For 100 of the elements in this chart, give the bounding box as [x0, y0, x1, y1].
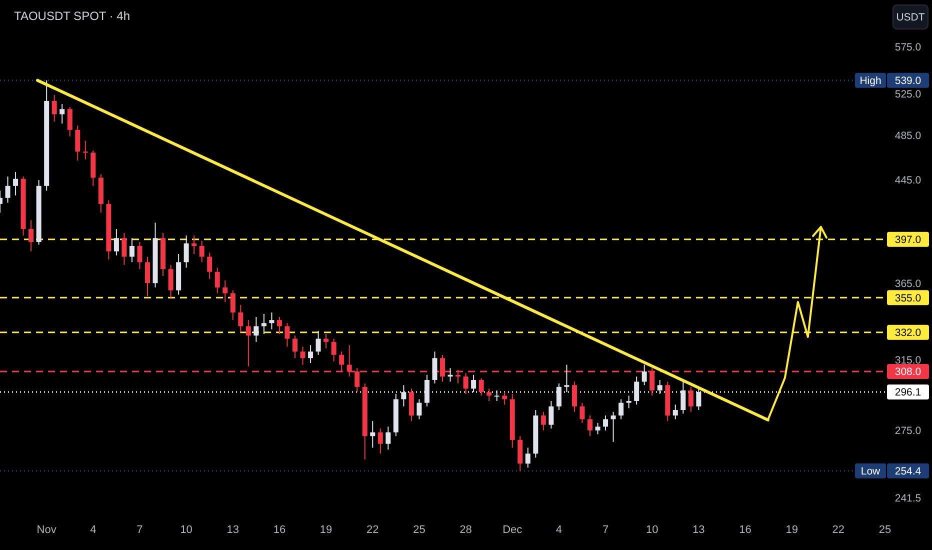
candlestick — [316, 330, 321, 356]
candlestick — [284, 322, 290, 348]
candlestick — [548, 400, 554, 430]
candlestick — [626, 395, 632, 409]
candlestick — [184, 234, 189, 268]
x-tick-label: 25 — [413, 524, 426, 536]
candlestick — [572, 381, 577, 412]
candlestick — [416, 398, 422, 420]
candlestick — [137, 242, 142, 270]
candlestick — [408, 388, 414, 422]
candlestick — [680, 381, 686, 414]
candlestick — [486, 388, 492, 402]
ref-line-label: 254.4 — [894, 466, 922, 478]
candlestick — [696, 388, 702, 411]
candlestick — [246, 320, 251, 367]
x-tick-label: 22 — [832, 524, 845, 536]
candlestick — [129, 238, 134, 263]
candlestick — [657, 379, 662, 394]
candlestick — [67, 106, 72, 137]
x-tick-label: 4 — [556, 524, 562, 536]
candlestick — [478, 378, 484, 396]
candlestick — [378, 428, 383, 454]
x-tick-label: 16 — [273, 524, 286, 536]
text: TAOUSDT SPOT · 4h — [14, 9, 130, 23]
candlestick — [114, 228, 119, 256]
candlestick — [75, 125, 80, 162]
candlestick — [230, 290, 236, 321]
candlestick — [471, 374, 476, 393]
y-tick-label: 575.0 — [894, 41, 922, 54]
candlestick — [292, 335, 298, 359]
ref-line-label: 332.0 — [894, 327, 922, 340]
candlestick — [214, 267, 220, 294]
candlestick — [145, 256, 150, 297]
candlestick — [556, 382, 562, 411]
candlestick — [595, 422, 600, 435]
candlestick — [580, 402, 585, 424]
x-tick-label: Dec — [502, 524, 523, 536]
candlestick — [564, 364, 570, 393]
ref-line-label: 355.0 — [894, 292, 922, 304]
x-tick-label: 13 — [692, 524, 705, 536]
y-tick-label: 445.0 — [894, 174, 922, 187]
candlestick — [370, 420, 376, 448]
ref-line-label: 308.0 — [894, 366, 922, 378]
candlestick — [82, 140, 88, 160]
candlestick — [269, 312, 274, 330]
x-tick-label: Nov — [36, 524, 57, 536]
x-tick-label: 10 — [646, 524, 658, 536]
y-tick-label: 315.0 — [894, 354, 922, 366]
x-tick-label: 13 — [226, 524, 240, 536]
candlestick — [168, 264, 174, 298]
candlestick — [688, 386, 694, 412]
candlestick — [588, 415, 592, 437]
y-tick-label: 241.5 — [894, 492, 922, 505]
candlestick — [672, 404, 678, 420]
x-tick-label: 25 — [878, 524, 892, 536]
y-tick-label: 365.0 — [894, 278, 922, 290]
y-tick-label: 275.0 — [894, 425, 922, 438]
candlestick — [634, 376, 640, 406]
x-tick-label: 19 — [786, 524, 798, 536]
x-tick-label: 10 — [180, 524, 192, 536]
candlestick — [463, 372, 468, 394]
ref-line-label: 296.1 — [894, 386, 922, 399]
candlestick — [502, 392, 508, 406]
candlestick — [386, 426, 391, 450]
candlestick — [222, 280, 228, 302]
candlestick — [308, 344, 314, 364]
candlestick — [424, 374, 430, 407]
candlestick — [5, 176, 10, 204]
x-tick-label: 7 — [602, 524, 609, 536]
annotation: Low — [860, 466, 881, 478]
y-tick-label: 525.0 — [894, 88, 922, 101]
candlestick — [642, 364, 647, 386]
x-tick-label: 7 — [136, 524, 143, 536]
y-tick-label: 485.0 — [894, 130, 922, 142]
candlestick — [261, 313, 266, 334]
annotation: High — [860, 75, 882, 88]
candlestick — [401, 384, 406, 407]
candlestick — [199, 240, 204, 263]
candlestick — [60, 104, 65, 124]
candlestick — [540, 411, 546, 431]
candlestick — [518, 436, 523, 472]
candlestick — [324, 333, 329, 349]
x-tick-label: 28 — [460, 524, 472, 536]
x-tick-label: 4 — [90, 524, 96, 536]
candlestick — [122, 232, 127, 266]
x-tick-label: 19 — [320, 524, 332, 536]
ref-line-label: 397.0 — [894, 234, 922, 246]
candlestick — [276, 316, 282, 334]
x-tick-label: 16 — [739, 524, 752, 536]
candlestick — [52, 94, 57, 122]
candlestick — [28, 220, 34, 252]
candlestick — [603, 415, 608, 431]
candlestick — [207, 252, 212, 280]
ref-line-label: 539.0 — [894, 75, 922, 88]
candlestick — [300, 346, 306, 366]
candlestick — [525, 447, 530, 468]
candlestick — [238, 304, 244, 333]
candlestick — [494, 390, 500, 402]
candlestick — [610, 411, 616, 442]
candlestick — [13, 171, 18, 196]
